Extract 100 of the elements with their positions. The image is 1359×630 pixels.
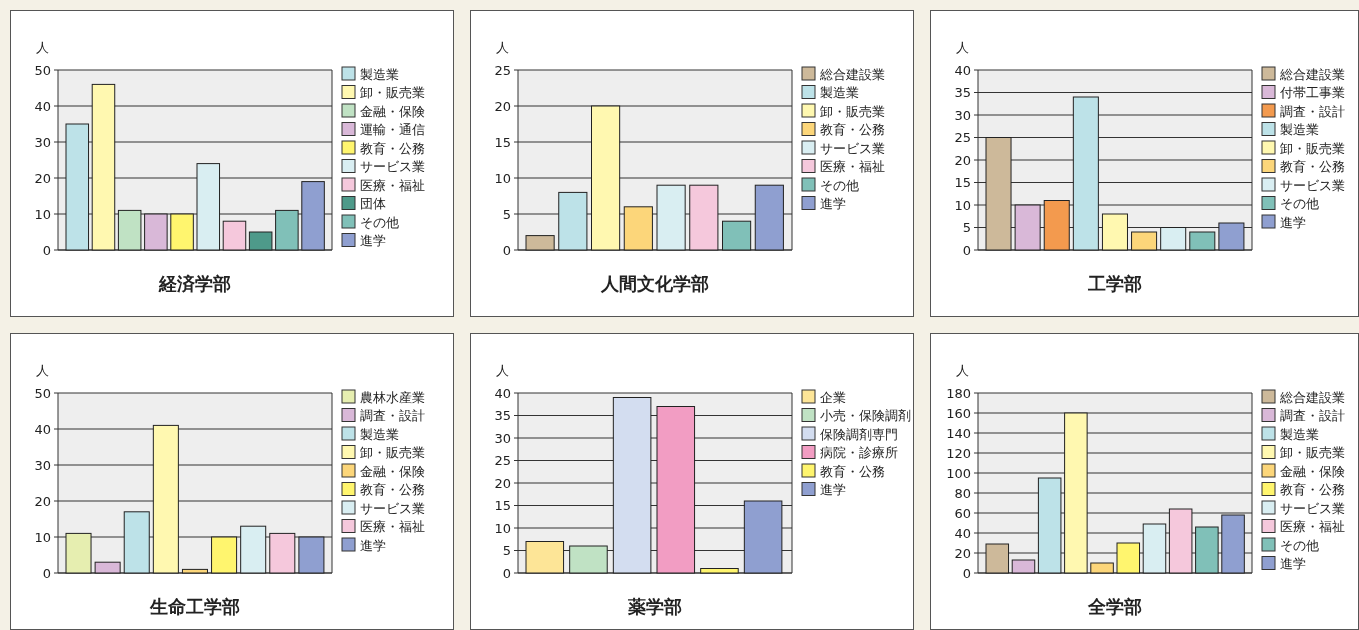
y-tick-label: 0 (502, 565, 511, 581)
legend-label: サービス業 (1280, 500, 1345, 516)
legend-label: 金融・保険 (360, 103, 425, 119)
legend-label: 教育・公務 (1280, 159, 1345, 174)
y-tick-label: 20 (494, 98, 511, 114)
y-tick-label: 10 (954, 197, 971, 213)
legend-label: 製造業 (360, 426, 399, 442)
y-tick-label: 25 (494, 453, 511, 468)
y-tick-label: 20 (494, 475, 511, 491)
y-tick-label: 10 (494, 520, 511, 536)
legend-label: 教育・公務 (360, 140, 425, 156)
y-tick-label: 180 (946, 385, 971, 401)
text: 経済学部 (158, 273, 231, 294)
legend-label: 医療・福祉 (820, 159, 885, 174)
legend-label: 卸・販売業 (820, 103, 885, 119)
legend-label: 保険調剤専門 (820, 426, 898, 442)
legend-label: 進学 (1280, 556, 1306, 571)
legend-label: 調査・設計 (1280, 103, 1345, 119)
y-tick-label: 5 (502, 206, 511, 222)
text: 全学部 (1087, 596, 1142, 617)
text: 人間文化学部 (600, 273, 709, 294)
y-tick-label: 140 (946, 425, 971, 441)
y-tick-label: 30 (34, 457, 51, 473)
legend-label: 調査・設計 (360, 408, 425, 423)
legend-label: 金融・保険 (360, 463, 425, 479)
y-axis-title: 人 (956, 40, 969, 55)
y-tick-label: 25 (494, 62, 511, 78)
legend-label: サービス業 (360, 500, 425, 516)
y-tick-label: 15 (494, 134, 511, 150)
legend-label: 調査・設計 (1280, 408, 1345, 423)
legend-label: 卸・販売業 (360, 85, 425, 100)
y-tick-label: 160 (946, 405, 971, 421)
legend-label: 金融・保険 (1280, 463, 1345, 479)
legend-label: 製造業 (1280, 426, 1319, 442)
legend-label: 医療・福祉 (360, 519, 425, 534)
legend-label: 製造業 (1280, 122, 1319, 137)
legend-label: サービス業 (360, 159, 425, 174)
legend-label: 進学 (360, 233, 386, 248)
y-tick-label: 25 (954, 130, 971, 145)
y-tick-label: 80 (954, 485, 971, 501)
y-tick-label: 0 (42, 565, 51, 581)
y-tick-label: 40 (954, 525, 971, 541)
y-tick-label: 0 (962, 242, 971, 258)
legend-label: 製造業 (820, 85, 859, 100)
legend-label: 卸・販売業 (1280, 445, 1345, 460)
legend-label: 製造業 (360, 66, 399, 82)
y-tick-label: 5 (502, 543, 511, 558)
legend-label: 総合建設業 (819, 66, 885, 82)
y-tick-label: 40 (494, 385, 511, 401)
legend-label: 卸・販売業 (360, 445, 425, 460)
legend-label: 医療・福祉 (1280, 519, 1345, 534)
legend-label: 企業 (820, 389, 846, 405)
y-tick-label: 120 (946, 445, 971, 461)
y-tick-label: 40 (34, 98, 51, 114)
legend-label: 進学 (1280, 214, 1306, 230)
legend-label: 教育・公務 (360, 482, 425, 497)
y-tick-label: 15 (494, 498, 511, 513)
legend-label: 卸・販売業 (1280, 140, 1345, 156)
text: 薬学部 (627, 596, 682, 617)
y-tick-label: 30 (34, 134, 51, 150)
y-tick-label: 50 (34, 62, 51, 78)
y-tick-label: 35 (494, 408, 511, 423)
legend-label: 教育・公務 (820, 463, 885, 479)
y-tick-label: 35 (954, 85, 971, 100)
legend-label: 教育・公務 (1280, 482, 1345, 497)
legend-label: その他 (360, 214, 399, 230)
legend-label: 進学 (820, 482, 846, 497)
y-tick-label: 30 (494, 430, 511, 446)
text: 生命工学部 (149, 596, 240, 617)
legend-label: サービス業 (1280, 177, 1345, 193)
y-tick-label: 0 (962, 565, 971, 581)
legend-label: 進学 (360, 537, 386, 553)
y-tick-label: 10 (494, 170, 511, 186)
y-tick-label: 20 (34, 493, 51, 509)
y-tick-label: 20 (954, 545, 971, 561)
y-tick-label: 30 (954, 107, 971, 123)
legend-label: 医療・福祉 (360, 177, 425, 193)
y-tick-label: 40 (34, 421, 51, 437)
legend-label: サービス業 (820, 140, 885, 156)
legend-label: その他 (1280, 196, 1319, 211)
legend-label: その他 (1280, 537, 1319, 553)
legend-label: 運輸・通信 (360, 122, 425, 137)
y-tick-label: 100 (946, 465, 971, 481)
y-axis-title: 人 (496, 40, 509, 55)
y-tick-label: 60 (954, 505, 971, 521)
y-tick-label: 15 (954, 175, 971, 190)
y-tick-label: 10 (34, 206, 51, 222)
y-axis-title: 人 (496, 363, 509, 378)
y-axis-title: 人 (956, 363, 969, 378)
y-tick-label: 0 (42, 242, 51, 258)
legend-label: 教育・公務 (820, 122, 885, 137)
legend-label: 総合建設業 (1279, 389, 1345, 405)
y-tick-label: 40 (954, 62, 971, 78)
legend-label: 総合建設業 (1279, 66, 1345, 82)
legend-label: 進学 (820, 196, 846, 211)
legend-label: 小売・保険調剤 (820, 408, 911, 423)
y-tick-label: 20 (954, 152, 971, 168)
y-axis-title: 人 (36, 363, 49, 378)
legend-label: その他 (820, 177, 859, 193)
y-tick-label: 20 (34, 170, 51, 186)
